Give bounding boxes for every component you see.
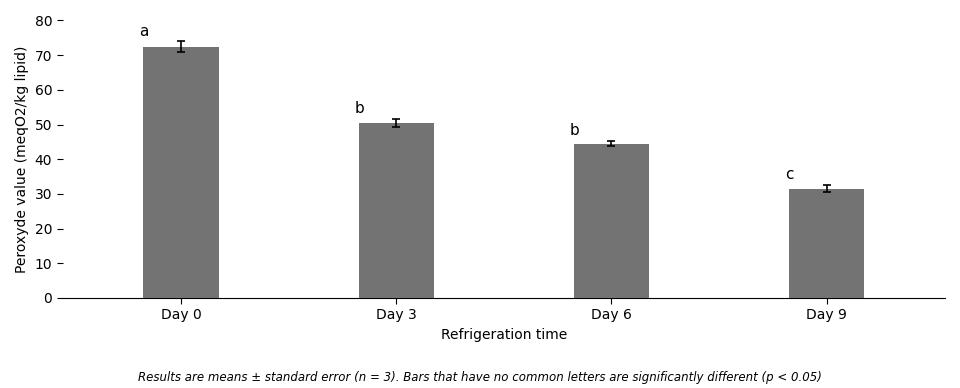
Y-axis label: Peroxyde value (meqO2/kg lipid): Peroxyde value (meqO2/kg lipid) <box>15 45 29 273</box>
Bar <box>358 123 434 298</box>
Text: b: b <box>354 101 364 116</box>
Bar <box>574 144 649 298</box>
X-axis label: Refrigeration time: Refrigeration time <box>441 328 567 342</box>
Text: a: a <box>139 24 149 38</box>
Bar <box>789 189 864 298</box>
Text: b: b <box>569 123 579 138</box>
Text: c: c <box>784 168 793 182</box>
Text: Results are means ± standard error (n = 3). Bars that have no common letters are: Results are means ± standard error (n = … <box>138 371 822 384</box>
Bar <box>143 47 219 298</box>
